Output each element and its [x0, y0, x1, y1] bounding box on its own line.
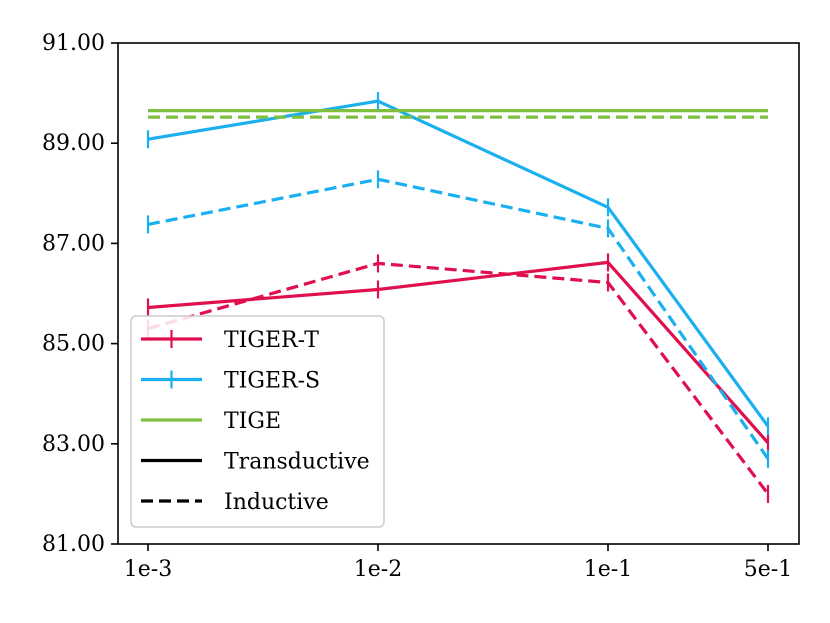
- y-tick-label: 85.00: [42, 332, 105, 357]
- legend-entry-transductive: Transductive: [141, 450, 370, 475]
- legend-entry-tige: TIGE: [141, 409, 281, 434]
- legend-entry-inductive: Inductive: [141, 490, 329, 515]
- series-tiger-s-transductive: [146, 92, 770, 436]
- y-tick-label: 83.00: [42, 432, 105, 457]
- legend-label: Transductive: [224, 450, 370, 475]
- series-layer: [146, 92, 770, 503]
- y-axis: 81.00 83.00 85.00 87.00 89.00 91.00: [42, 31, 118, 557]
- x-axis: 1e-3 1e-2 1e-1 5e-1: [124, 544, 792, 582]
- x-tick-label: 5e-1: [744, 557, 792, 582]
- y-tick-label: 91.00: [42, 31, 105, 56]
- legend-label: TIGER-T: [224, 328, 319, 353]
- legend-box: [130, 315, 385, 528]
- series-tiger-s-inductive: [146, 170, 770, 468]
- plot-area-frame: [117, 42, 800, 545]
- y-tick-label: 89.00: [42, 131, 105, 156]
- series-line-tiger-t-transductive: [147, 260, 770, 444]
- y-tick-label: 81.00: [42, 532, 105, 557]
- x-tick-label: 1e-1: [584, 557, 632, 582]
- legend-entry-tiger-s: TIGER-S: [141, 369, 320, 394]
- x-tick-label: 1e-3: [124, 557, 172, 582]
- series-line-tiger-s-inductive: [147, 177, 770, 460]
- legend-label: TIGE: [224, 409, 281, 434]
- series-line-tiger-t-inductive: [147, 261, 770, 495]
- series-line-tiger-s-transductive: [147, 99, 770, 428]
- legend: TIGER-T TIGER-S TIGE Transductive Inductive: [130, 315, 385, 528]
- series-tiger-t-transductive: [146, 253, 770, 452]
- legend-label: Inductive: [224, 490, 329, 515]
- legend-label: TIGER-S: [224, 369, 320, 394]
- y-tick-label: 87.00: [42, 231, 105, 256]
- x-tick-label: 1e-2: [354, 557, 402, 582]
- legend-entry-tiger-t: TIGER-T: [141, 328, 319, 353]
